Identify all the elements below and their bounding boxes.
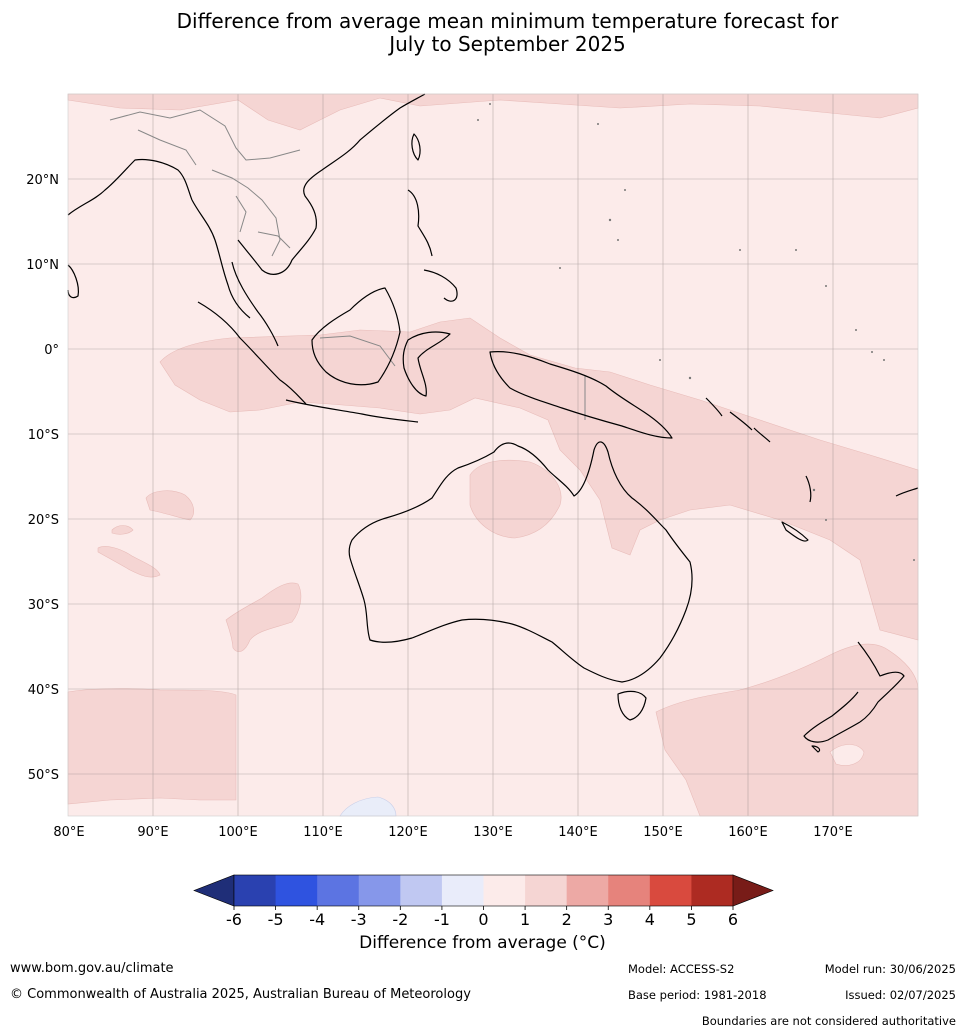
lon-tick-110E: 110°E: [303, 825, 343, 840]
colorbar-segment: [234, 875, 277, 906]
map-frame: [67, 93, 919, 817]
colorbar-segment: [608, 875, 651, 906]
lat-tick-0: 0°: [44, 343, 59, 358]
lon-tick-120E: 120°E: [388, 825, 428, 840]
colorbar-segment: [566, 875, 609, 906]
coast-stewart: [811, 745, 821, 753]
gridlines: [68, 94, 918, 816]
colorbar-tick-label: 5: [686, 910, 696, 929]
coastlines: [67, 93, 919, 753]
colorbar-tick-label: -6: [226, 910, 242, 929]
lat-tick-10N: 10°N: [26, 258, 59, 273]
colorbar-segment: [483, 875, 526, 906]
map-panel: [67, 93, 919, 817]
lon-tick-100E: 100°E: [218, 825, 258, 840]
lon-tick-130E: 130°E: [473, 825, 513, 840]
coast-philippines-mindanao: [423, 269, 458, 302]
colorbar-segment: [400, 875, 443, 906]
colorbar-tick-label: -1: [434, 910, 450, 929]
lon-tick-140E: 140°E: [558, 825, 598, 840]
lon-tick-170E: 170°E: [813, 825, 853, 840]
pacific-islands: [477, 103, 915, 561]
lat-tick-40S: 40°S: [28, 683, 59, 698]
colorbar-tick-label: -4: [309, 910, 325, 929]
warm-patch-southern-china: [67, 93, 919, 131]
colorbar-tick-label: -2: [392, 910, 408, 929]
colorbar-extend-low: [193, 874, 235, 907]
coast-fiji: [895, 487, 919, 497]
lon-tick-80E: 80°E: [53, 825, 84, 840]
coast-australia: [348, 441, 693, 683]
lat-tick-10S: 10°S: [28, 428, 59, 443]
warm-patch-new-zealand-region: [655, 643, 919, 817]
lat-tick-labels: 20°N 10°N 0° 10°S 20°S 30°S 40°S 50°S: [26, 173, 59, 783]
colorbar-tick-label: 3: [603, 910, 613, 929]
coast-nz-north: [857, 641, 905, 723]
warm-patch-indian-ocean-1: [145, 490, 194, 521]
colorbar-segment: [317, 875, 360, 906]
coast-thailand-malaysia: [237, 93, 426, 275]
title-line-2: July to September 2025: [389, 32, 626, 56]
colorbar-segment: [275, 875, 318, 906]
website-text: www.bom.gov.au/climate: [10, 961, 174, 976]
colorbar-tick-label: 6: [728, 910, 738, 929]
lat-tick-30S: 30°S: [28, 598, 59, 613]
coast-taiwan: [411, 133, 421, 161]
warm-patch-southern-ocean-west: [67, 688, 237, 805]
colorbar-tick-label: 2: [562, 910, 572, 929]
cool-patch-southern-ocean: [339, 796, 397, 817]
copyright-text: © Commonwealth of Australia 2025, Austra…: [10, 987, 471, 1002]
base-period-text: Base period: 1981-2018: [628, 988, 767, 1002]
lon-tick-90E: 90°E: [137, 825, 168, 840]
colorbar-tick-label: 4: [645, 910, 655, 929]
coast-new-caledonia: [781, 521, 809, 542]
lon-tick-160E: 160°E: [728, 825, 768, 840]
coast-new-guinea: [489, 351, 673, 439]
colorbar: -6 -5 -4 -3 -2 -1 0 1 2 3 4 5 6: [193, 874, 774, 929]
warm-patch-indian-ocean-4: [225, 582, 302, 653]
colorbar-tick-label: 1: [520, 910, 530, 929]
coast-sri-lanka: [67, 264, 79, 299]
lat-tick-50S: 50°S: [28, 768, 59, 783]
colorbar-tick-label: -5: [268, 910, 284, 929]
coast-myanmar: [191, 199, 251, 319]
colorbar-tick-label: -3: [351, 910, 367, 929]
issued-text: Issued: 02/07/2025: [845, 988, 956, 1002]
lon-tick-labels: 80°E 90°E 100°E 110°E 120°E 130°E 140°E …: [53, 825, 852, 840]
colorbar-segment: [691, 875, 734, 906]
coast-sulawesi: [402, 331, 451, 397]
colorbar-segment: [358, 875, 401, 906]
lat-tick-20S: 20°S: [28, 513, 59, 528]
map-title: Difference from average mean minimum tem…: [0, 10, 965, 56]
coast-india: [67, 158, 193, 216]
warm-patch-indian-ocean-2: [97, 546, 161, 578]
lon-tick-150E: 150°E: [643, 825, 683, 840]
coast-java: [285, 399, 419, 423]
coast-sumatra: [197, 301, 307, 405]
colorbar-segment: [441, 875, 484, 906]
warm-patch-indian-ocean-3: [111, 525, 134, 535]
model-run-text: Model run: 30/06/2025: [824, 962, 956, 976]
disclaimer-text: Boundaries are not considered authoritat…: [701, 1014, 956, 1028]
coast-vanuatu: [805, 475, 812, 503]
colorbar-extend-high: [732, 874, 774, 907]
neutral-hole-nz: [829, 744, 865, 766]
colorbar-tick-label: 0: [478, 910, 488, 929]
colorbar-segment: [649, 875, 692, 906]
title-line-1: Difference from average mean minimum tem…: [176, 9, 839, 33]
coast-peninsula: [231, 261, 279, 347]
country-borders: [109, 109, 586, 420]
lat-tick-20N: 20°N: [26, 173, 59, 188]
colorbar-segment: [525, 875, 568, 906]
coast-philippines-luzon: [407, 189, 433, 257]
coast-tasmania: [617, 690, 647, 721]
coast-borneo: [311, 287, 401, 386]
model-text: Model: ACCESS-S2: [628, 962, 735, 976]
coast-nz-south: [803, 691, 861, 743]
coast-solomon-islands: [705, 397, 771, 443]
colorbar-label: Difference from average (°C): [359, 933, 606, 953]
